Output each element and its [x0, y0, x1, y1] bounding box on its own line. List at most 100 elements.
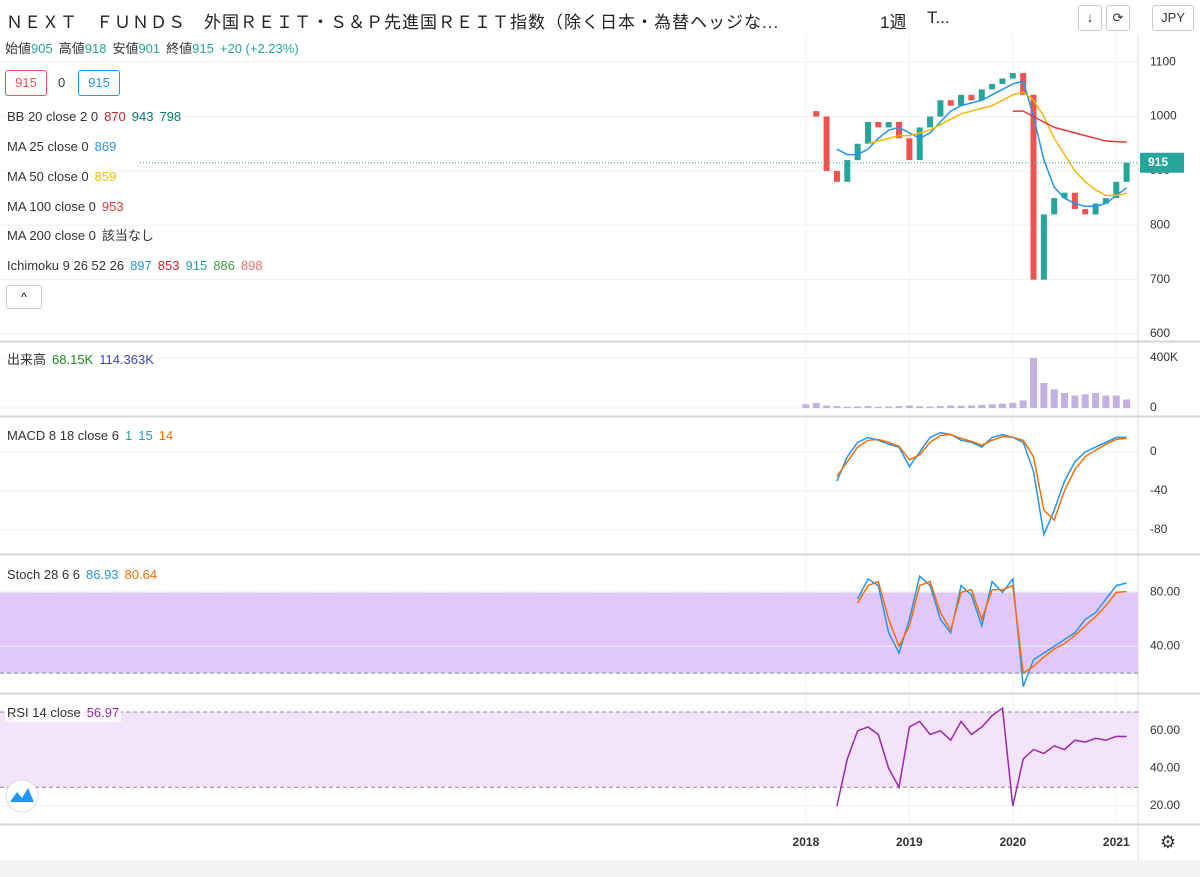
indicator-line — [836, 706, 1127, 807]
legend-label: MA 50 close 0 — [7, 169, 89, 184]
legend-value: 859 — [94, 169, 117, 184]
candle — [916, 127, 923, 161]
legend-value: 870 — [104, 109, 126, 124]
indicator-line — [836, 80, 1128, 208]
legend-label: MA 100 close 0 — [7, 199, 96, 214]
candle — [896, 121, 903, 139]
candle — [1030, 94, 1037, 280]
candle — [885, 121, 892, 128]
indicator-line — [836, 433, 1127, 522]
y-tick-label: -80 — [1150, 522, 1168, 536]
legend-value: 80.64 — [124, 567, 158, 582]
candle — [1102, 198, 1109, 204]
legend-value: 該当なし — [101, 228, 154, 243]
volume-bar — [1123, 399, 1131, 408]
legend-label: RSI 14 close — [7, 705, 81, 720]
volume-bar — [905, 405, 913, 408]
legend-value: 86.93 — [86, 567, 119, 582]
indicator-line — [836, 431, 1127, 538]
volume-bar — [812, 403, 820, 408]
volume-bar — [823, 405, 831, 408]
last-price-label: 915 — [1148, 155, 1168, 169]
legend-row: MA 50 close 0 859 — [5, 168, 119, 186]
band — [0, 711, 1138, 788]
buy-button[interactable]: 915 — [78, 70, 120, 96]
y-tick-label: 1100 — [1150, 54, 1176, 68]
ohlc-label: 高値 — [58, 41, 85, 56]
legend-value: 886 — [213, 258, 235, 273]
x-tick-label: 2019 — [896, 835, 923, 849]
candle — [1113, 181, 1120, 199]
ohlc-value: 901 — [138, 41, 161, 56]
volume-bar — [1112, 395, 1120, 408]
chart-type[interactable]: T... — [927, 8, 950, 27]
bottom-bar — [0, 860, 1200, 877]
y-tick-label: 60.00 — [1150, 723, 1180, 737]
volume-bar — [947, 405, 955, 408]
volume-bar — [874, 406, 882, 408]
legend-value: 56.97 — [86, 705, 120, 720]
candle — [844, 160, 851, 182]
legend-row: Stoch 28 6 6 86.93 80.64 — [5, 566, 160, 584]
y-tick-label: 400K — [1150, 350, 1178, 364]
indicator-line — [856, 574, 1127, 687]
candle — [1092, 203, 1099, 215]
legend-value: 798 — [159, 109, 182, 124]
volume-bar — [926, 406, 934, 408]
x-tick-label: 2021 — [1103, 835, 1130, 849]
legend-label: MA 25 close 0 — [7, 139, 89, 154]
ohlc-value: 905 — [31, 41, 53, 56]
legend-row: Ichimoku 9 26 52 26 897 853 915 886 898 — [5, 257, 265, 275]
volume-bar — [895, 406, 903, 408]
volume-bar — [1102, 395, 1110, 408]
legend-value: 943 — [131, 109, 154, 124]
y-tick-label: 800 — [1150, 217, 1170, 231]
interval[interactable]: 1週 — [880, 13, 907, 32]
volume-bar — [967, 405, 975, 408]
y-tick-label: 80.00 — [1150, 585, 1180, 599]
legend-value: 953 — [101, 199, 124, 214]
legend-value: 915 — [185, 258, 208, 273]
legend-row: MA 200 close 0 該当なし — [5, 227, 156, 245]
refresh-button[interactable]: ⟳ — [1106, 5, 1130, 31]
download-button[interactable]: ↓ — [1078, 5, 1102, 31]
volume-bar — [988, 404, 996, 408]
legend-value: 114.363K — [99, 352, 154, 367]
volume-bar — [1081, 394, 1089, 408]
symbol-title[interactable]: ＮＥＸＴ ＦＵＮＤＳ 外国ＲＥＩＴ・Ｓ＆Ｐ先進国ＲＥＩＴ指数（除く日本・為替ヘッ… — [6, 13, 780, 32]
volume-bar — [1092, 393, 1100, 408]
settings-icon: ⚙ — [1160, 832, 1176, 852]
volume-bar — [1071, 395, 1079, 408]
logo — [5, 779, 39, 813]
y-tick-label: 40.00 — [1150, 638, 1180, 652]
candle — [906, 138, 913, 161]
last-price-box — [1140, 152, 1184, 173]
volume-bar — [843, 406, 851, 408]
header: ＮＥＸＴ ＦＵＮＤＳ 外国ＲＥＩＴ・Ｓ＆Ｐ先進国ＲＥＩＴ指数（除く日本・為替ヘッ… — [0, 0, 1200, 35]
legend-row: MA 25 close 0 869 — [5, 138, 119, 156]
y-tick-label: -40 — [1150, 483, 1168, 497]
candle — [1040, 214, 1047, 280]
volume-bar — [936, 406, 944, 408]
legend-label: BB 20 close 2 0 — [7, 109, 99, 124]
currency[interactable]: JPY — [1152, 5, 1194, 31]
legend-row: MA 100 close 0 953 — [5, 198, 126, 216]
order-qty: 0 — [58, 75, 66, 90]
ohlc-label: 始値 — [5, 41, 32, 56]
volume-bar — [1030, 358, 1038, 408]
candle — [999, 78, 1006, 84]
legend-value: 869 — [94, 139, 117, 154]
sell-button[interactable]: 915 — [5, 70, 47, 96]
volume-bar — [1019, 400, 1027, 408]
legend-value: 1 — [125, 428, 133, 443]
candle — [958, 94, 965, 106]
candle — [989, 83, 996, 90]
candle — [1082, 208, 1089, 215]
candle — [978, 89, 985, 101]
legend-row: 出来高 68.15K 114.363K — [5, 351, 156, 369]
collapse-button[interactable]: ^ — [6, 285, 42, 309]
candle — [968, 94, 975, 101]
volume-bar — [1061, 393, 1069, 408]
